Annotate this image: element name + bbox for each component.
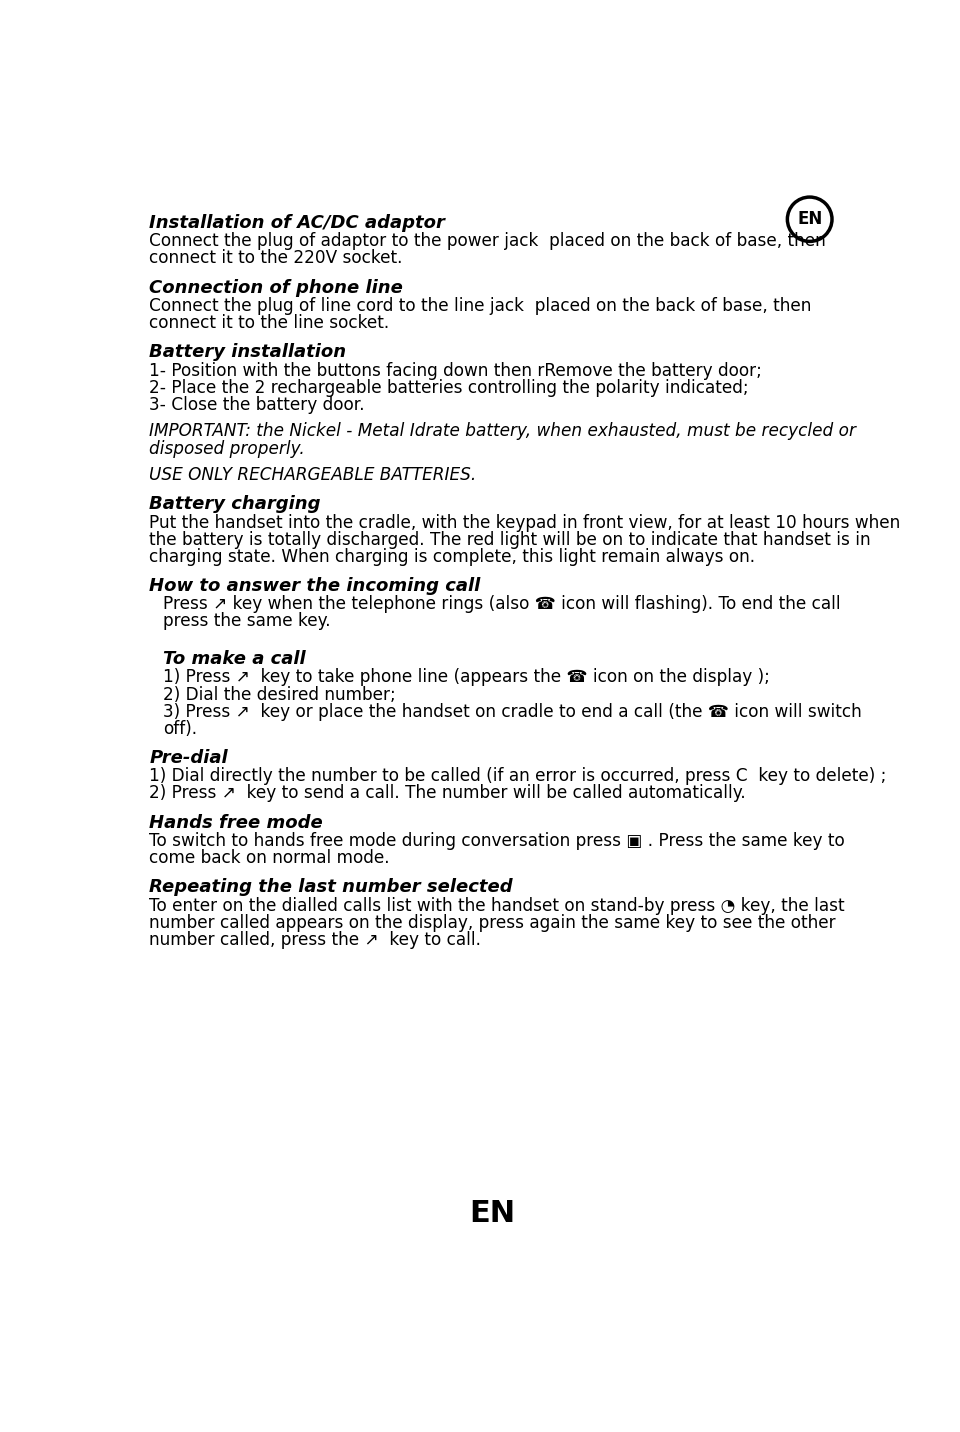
Text: Put the handset into the cradle, with the keypad in front view, for at least 10 : Put the handset into the cradle, with th…: [150, 514, 900, 531]
Text: EN: EN: [797, 211, 823, 228]
Text: To enter on the dialled calls list with the handset on stand-by press ◔ key, the: To enter on the dialled calls list with …: [150, 896, 845, 915]
Text: number called, press the ↗  key to call.: number called, press the ↗ key to call.: [150, 931, 482, 949]
Text: Repeating the last number selected: Repeating the last number selected: [150, 878, 513, 896]
Text: connect it to the 220V socket.: connect it to the 220V socket.: [150, 249, 403, 268]
Text: To make a call: To make a call: [163, 650, 305, 669]
Text: Pre-dial: Pre-dial: [150, 749, 228, 768]
Text: come back on normal mode.: come back on normal mode.: [150, 849, 390, 868]
Text: EN: EN: [468, 1199, 516, 1229]
Text: press the same key.: press the same key.: [163, 613, 330, 630]
Text: How to answer the incoming call: How to answer the incoming call: [150, 577, 481, 596]
Text: number called appears on the display, press again the same key to see the other: number called appears on the display, pr…: [150, 914, 836, 932]
Text: Press ↗ key when the telephone rings (also ☎ icon will flashing). To end the cal: Press ↗ key when the telephone rings (al…: [163, 596, 840, 613]
Text: charging state. When charging is complete, this light remain always on.: charging state. When charging is complet…: [150, 548, 756, 566]
Text: Connection of phone line: Connection of phone line: [150, 279, 403, 296]
Text: 2) Dial the desired number;: 2) Dial the desired number;: [163, 686, 396, 703]
Text: To switch to hands free mode during conversation press ▣ . Press the same key to: To switch to hands free mode during conv…: [150, 832, 845, 851]
Text: Connect the plug of line cord to the line jack  placed on the back of base, then: Connect the plug of line cord to the lin…: [150, 296, 812, 315]
Text: 3- Close the battery door.: 3- Close the battery door.: [150, 395, 365, 414]
Text: IMPORTANT: the Nickel - Metal Idrate battery, when exhausted, must be recycled o: IMPORTANT: the Nickel - Metal Idrate bat…: [150, 422, 856, 441]
Text: Battery charging: Battery charging: [150, 495, 321, 513]
Text: Battery installation: Battery installation: [150, 344, 347, 361]
Text: 1) Press ↗  key to take phone line (appears the ☎ icon on the display );: 1) Press ↗ key to take phone line (appea…: [163, 669, 770, 686]
Text: off).: off).: [163, 720, 197, 737]
Text: Connect the plug of adaptor to the power jack  placed on the back of base, then: Connect the plug of adaptor to the power…: [150, 232, 827, 251]
Text: Installation of AC/DC adaptor: Installation of AC/DC adaptor: [150, 215, 445, 232]
Text: 1) Dial directly the number to be called (if an error is occurred, press C  key : 1) Dial directly the number to be called…: [150, 768, 887, 785]
Text: 1- Position with the buttons facing down then rRemove the battery door;: 1- Position with the buttons facing down…: [150, 362, 762, 379]
Text: the battery is totally discharged. The red light will be on to indicate that han: the battery is totally discharged. The r…: [150, 531, 871, 548]
Text: 2) Press ↗  key to send a call. The number will be called automatically.: 2) Press ↗ key to send a call. The numbe…: [150, 785, 746, 802]
Text: 3) Press ↗  key or place the handset on cradle to end a call (the ☎ icon will sw: 3) Press ↗ key or place the handset on c…: [163, 703, 861, 720]
Text: USE ONLY RECHARGEABLE BATTERIES.: USE ONLY RECHARGEABLE BATTERIES.: [150, 465, 477, 484]
Text: Hands free mode: Hands free mode: [150, 813, 324, 832]
Text: 2- Place the 2 rechargeable batteries controlling the polarity indicated;: 2- Place the 2 rechargeable batteries co…: [150, 378, 749, 397]
Text: connect it to the line socket.: connect it to the line socket.: [150, 314, 390, 332]
Text: disposed properly.: disposed properly.: [150, 440, 305, 457]
